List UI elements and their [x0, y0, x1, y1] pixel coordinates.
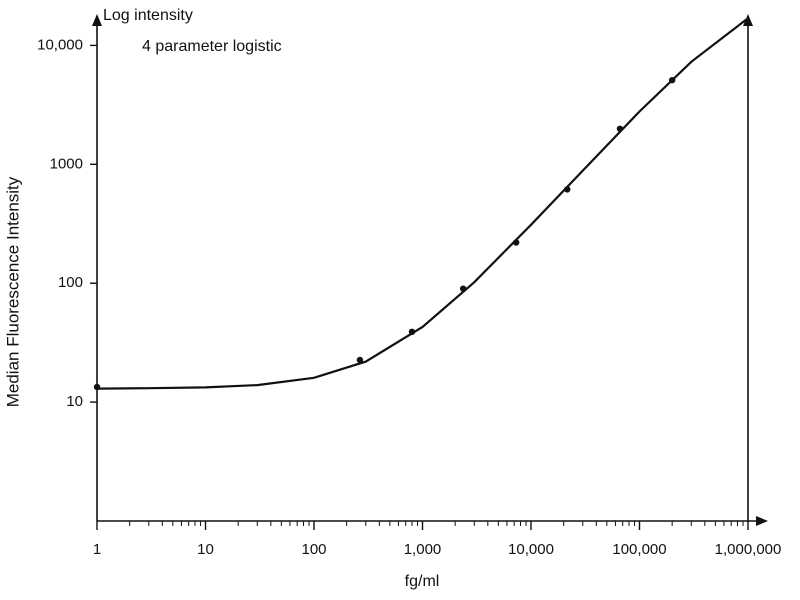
- x-axis-arrow: [756, 516, 768, 526]
- data-point: [356, 356, 364, 364]
- y-axis-arrow: [92, 14, 102, 26]
- data-point: [564, 186, 571, 193]
- y-tick-label: 10,000: [37, 36, 83, 53]
- x-axis-label: fg/ml: [405, 573, 440, 590]
- x-tick-label: 1: [93, 541, 101, 558]
- x-tick-label: 10,000: [508, 541, 554, 558]
- data-point: [668, 76, 676, 84]
- data-point: [93, 383, 101, 391]
- data-point: [408, 328, 416, 336]
- data-point: [616, 125, 624, 132]
- x-tick-label: 100,000: [612, 541, 666, 558]
- data-point: [512, 239, 520, 246]
- y-tick-label: 100: [58, 274, 83, 291]
- data-point: [459, 285, 467, 292]
- right-axis-arrow: [743, 14, 753, 26]
- x-tick-label: 10: [197, 541, 214, 558]
- x-tick-label: 1,000: [404, 541, 442, 558]
- x-tick-label: 100: [301, 541, 326, 558]
- x-tick-label: 1,000,000: [715, 541, 782, 558]
- y-axis-label: Median Fluorescence Intensity: [3, 176, 22, 407]
- y-tick-label: 1000: [50, 155, 83, 172]
- y-tick-label: 10: [66, 393, 83, 410]
- annotation: Log intensity: [103, 7, 193, 24]
- fit-curve: [96, 17, 749, 390]
- annotation: 4 parameter logistic: [142, 38, 282, 55]
